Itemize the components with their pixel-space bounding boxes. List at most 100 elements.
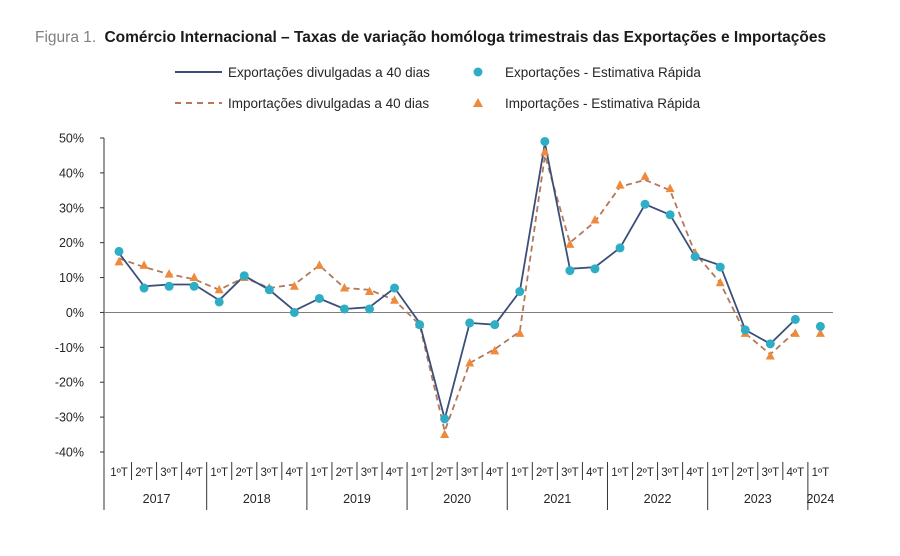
x-year-label: 2022: [644, 492, 672, 506]
import-estimate-marker: [615, 180, 625, 189]
chart-legend: Exportações divulgadas a 40 dias Exporta…: [175, 65, 701, 111]
x-quarter-label: 1ºT: [311, 467, 329, 479]
y-tick-label: 40%: [59, 166, 84, 180]
import-estimate-marker: [314, 260, 324, 269]
export-estimate-marker: [515, 287, 525, 297]
x-quarter-label: 1ºT: [812, 467, 830, 479]
x-quarter-label: 3ºT: [761, 467, 779, 479]
import-estimate-marker: [765, 351, 775, 360]
x-quarter-label: 4ºT: [586, 467, 604, 479]
legend-import-line-label: Importações divulgadas a 40 dias: [228, 96, 429, 111]
export-estimate-marker: [239, 271, 249, 281]
y-tick-label: -20%: [55, 376, 84, 390]
export-estimate-marker: [640, 199, 650, 209]
x-quarter-label: 1ºT: [711, 467, 729, 479]
export-estimate-marker: [415, 320, 425, 330]
x-quarter-label: 3ºT: [260, 467, 278, 479]
x-quarter-label: 2ºT: [235, 467, 253, 479]
x-quarter-label: 3ºT: [160, 467, 178, 479]
x-quarter-label: 1ºT: [210, 467, 228, 479]
x-year-label: 2020: [443, 492, 471, 506]
series-import-line: [118, 155, 797, 435]
export-estimate-marker: [289, 307, 299, 317]
export-estimate-marker: [490, 320, 500, 330]
export-estimate-marker: [440, 414, 450, 424]
series-layer: [114, 136, 825, 439]
import-estimate-marker: [289, 281, 299, 290]
import-estimate-marker: [139, 260, 149, 269]
x-year-label: 2018: [243, 492, 271, 506]
y-tick-label: -30%: [55, 411, 84, 425]
export-estimate-marker: [365, 304, 374, 314]
x-year-label: 2019: [343, 492, 371, 506]
import-estimate-marker: [339, 283, 349, 292]
import-estimate-marker: [390, 295, 400, 304]
y-tick-label: -40%: [55, 446, 84, 460]
x-quarter-label: 3ºT: [561, 467, 579, 479]
x-year-label: 2023: [744, 492, 772, 506]
export-estimate-marker: [465, 318, 475, 328]
legend-export-line-label: Exportações divulgadas a 40 dias: [228, 65, 430, 80]
chart-axes: [100, 137, 833, 510]
figure-title-text: Comércio Internacional – Taxas de variaç…: [104, 29, 826, 46]
x-year-label: 2017: [143, 492, 171, 506]
import-estimate-marker: [515, 328, 525, 337]
export-estimate-marker: [815, 321, 825, 331]
export-estimate-marker: [565, 266, 575, 276]
x-quarter-label: 4ºT: [787, 467, 805, 479]
export-estimate-marker: [189, 281, 199, 291]
y-tick-label: 0%: [66, 306, 84, 320]
x-year-label: 2021: [543, 492, 571, 506]
import-estimate-marker: [465, 358, 475, 367]
export-estimate-marker: [690, 252, 700, 262]
import-estimate-marker: [715, 277, 725, 287]
import-estimate-marker: [565, 239, 575, 248]
x-year-label: 2024: [806, 492, 834, 506]
legend-export-dots-swatch: [473, 67, 483, 77]
y-tick-label: 20%: [59, 236, 84, 250]
export-estimate-marker: [590, 264, 600, 274]
export-estimate-marker: [214, 297, 224, 307]
x-quarter-label: 4ºT: [185, 467, 203, 479]
export-estimate-marker: [114, 246, 124, 256]
export-estimate-marker: [339, 304, 349, 314]
export-estimate-marker: [390, 283, 400, 293]
x-quarter-label: 2ºT: [736, 467, 754, 479]
export-estimate-marker: [314, 293, 324, 303]
import-estimate-marker: [365, 286, 374, 296]
x-quarter-label: 3ºT: [361, 467, 379, 479]
export-estimate-marker: [765, 339, 775, 349]
x-quarter-label: 1ºT: [411, 467, 429, 479]
x-quarter-label: 1ºT: [611, 467, 629, 479]
import-estimate-marker: [665, 183, 675, 193]
figure-title: Figura 1. Comércio Internacional – Taxas…: [35, 29, 826, 46]
x-quarter-label: 4ºT: [486, 467, 504, 479]
x-quarter-label: 2ºT: [135, 467, 153, 479]
import-estimate-marker: [189, 272, 199, 282]
x-quarter-label: 2ºT: [436, 467, 454, 479]
export-estimate-marker: [139, 283, 149, 293]
export-estimate-marker: [790, 314, 800, 324]
import-estimate-marker: [815, 328, 825, 337]
export-estimate-marker: [715, 262, 725, 272]
y-tick-label: -10%: [55, 341, 84, 355]
x-quarter-label: 1ºT: [110, 467, 128, 479]
x-quarter-label: 2ºT: [336, 467, 354, 479]
import-estimate-marker: [440, 429, 450, 439]
x-quarter-label: 4ºT: [286, 467, 304, 479]
x-quarter-label: 4ºT: [686, 467, 704, 479]
import-estimate-marker: [164, 269, 174, 278]
import-estimate-marker: [790, 328, 800, 337]
x-quarter-label: 2ºT: [636, 467, 654, 479]
series-export-line: [118, 143, 797, 423]
x-axis: 1ºT 2ºT 3ºT 4ºT 1ºT 2ºT 3ºT 4ºT 1ºT 2ºT 3ºT 4ºT 1ºT 2…: [110, 462, 834, 510]
x-quarter-label: 2ºT: [536, 467, 554, 479]
export-estimate-marker: [740, 325, 750, 335]
export-estimate-marker: [264, 285, 274, 295]
x-quarter-label: 4ºT: [386, 467, 404, 479]
y-tick-label: 30%: [59, 201, 84, 215]
y-tick-label: 50%: [59, 132, 84, 146]
import-estimate-marker: [640, 171, 650, 180]
